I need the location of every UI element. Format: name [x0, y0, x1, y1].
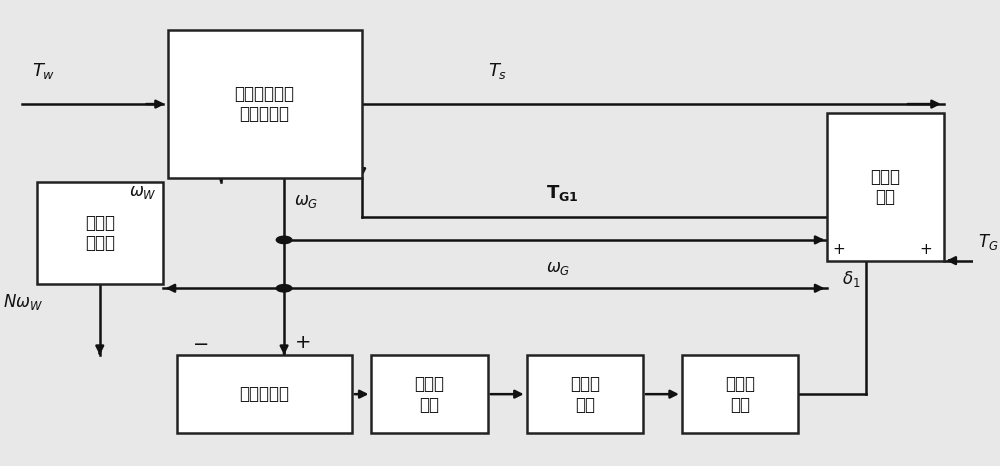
Text: 风力发电机组
机械传动链: 风力发电机组 机械传动链: [235, 85, 295, 123]
Text: $\delta_1$: $\delta_1$: [842, 268, 860, 288]
Circle shape: [276, 236, 292, 244]
Text: 差值计算器: 差值计算器: [240, 385, 290, 403]
Text: $\omega_W$: $\omega_W$: [129, 183, 157, 201]
Text: $-$: $-$: [192, 333, 208, 352]
Text: 差值限
幅器: 差值限 幅器: [415, 375, 445, 413]
Text: $T_G$: $T_G$: [978, 232, 998, 252]
Text: $N\omega_W$: $N\omega_W$: [3, 292, 43, 312]
Text: $+$: $+$: [294, 333, 310, 352]
Text: 传动比
增益器: 传动比 增益器: [85, 213, 115, 253]
FancyBboxPatch shape: [527, 355, 643, 433]
Text: $\omega_G$: $\omega_G$: [294, 192, 318, 210]
FancyBboxPatch shape: [168, 30, 362, 178]
Text: $T_s$: $T_s$: [488, 62, 507, 82]
Text: 低通滤
波器: 低通滤 波器: [570, 375, 600, 413]
Circle shape: [276, 285, 292, 292]
Text: $+$: $+$: [832, 242, 845, 257]
FancyBboxPatch shape: [682, 355, 798, 433]
FancyBboxPatch shape: [371, 355, 488, 433]
Text: $\omega_G$: $\omega_G$: [546, 259, 570, 277]
FancyBboxPatch shape: [827, 113, 944, 260]
Text: $\mathbf{T_{G1}}$: $\mathbf{T_{G1}}$: [546, 184, 579, 204]
Text: $T_w$: $T_w$: [32, 62, 55, 82]
FancyBboxPatch shape: [37, 182, 163, 284]
Text: 比例增
益器: 比例增 益器: [725, 375, 755, 413]
Text: 转矩控
制器: 转矩控 制器: [870, 168, 900, 206]
FancyBboxPatch shape: [177, 355, 352, 433]
Text: $+$: $+$: [919, 242, 933, 257]
